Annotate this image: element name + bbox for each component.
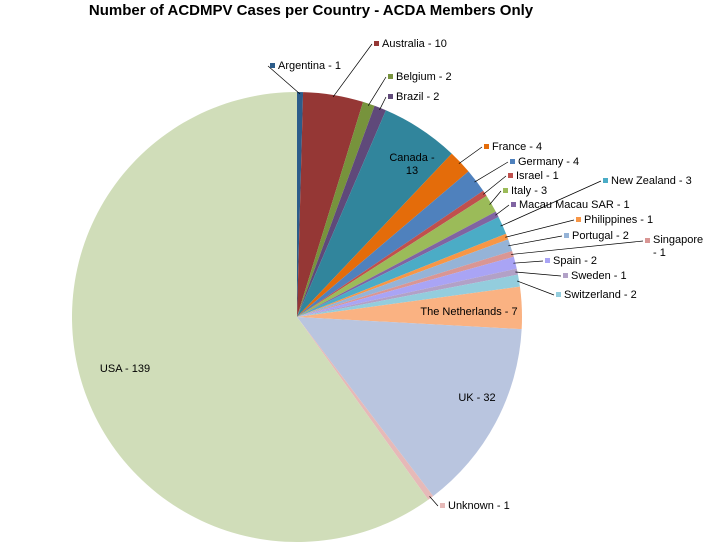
leader-line <box>515 271 562 277</box>
pie-slice <box>297 171 484 317</box>
leader-line <box>267 65 301 95</box>
slice-label-box: Canada - 13 <box>389 152 435 177</box>
pie-slice <box>297 195 496 317</box>
legend-marker <box>510 159 515 164</box>
legend-marker <box>563 273 568 278</box>
slice-label: Germany - 4 <box>518 156 579 168</box>
legend-marker <box>545 258 550 263</box>
pie-slice <box>297 256 517 317</box>
leader-line <box>495 204 510 216</box>
slice-label: Canada - 13 <box>389 152 435 177</box>
slice-label: Unknown - 1 <box>448 500 510 512</box>
leader-line <box>508 235 563 247</box>
slice-label: Spain - 2 <box>553 255 597 267</box>
slice-label: Brazil - 2 <box>396 91 439 103</box>
pie-slice <box>71 92 429 542</box>
pie-slice <box>297 239 513 317</box>
pie-slice <box>297 250 514 317</box>
pie-slice <box>297 274 520 317</box>
legend-marker <box>484 144 489 149</box>
leader-line <box>516 280 555 296</box>
legend-marker <box>270 63 275 68</box>
leader-line <box>458 146 483 164</box>
slice-label: Italy - 3 <box>511 185 547 197</box>
pie-slice <box>297 92 364 317</box>
pie-slice <box>297 268 518 317</box>
slice-label: Macau Macau SAR - 1 <box>519 199 630 211</box>
legend-marker <box>508 173 513 178</box>
slice-label: Singapore - 1 <box>653 234 704 259</box>
leader-line <box>483 175 507 195</box>
leader-line <box>429 496 439 507</box>
legend-marker <box>374 41 379 46</box>
legend-marker <box>645 238 650 243</box>
pie-slice <box>297 317 522 497</box>
leader-line <box>332 43 373 98</box>
pie-slice <box>297 317 434 500</box>
pie-slice <box>297 286 523 330</box>
leader-line <box>500 180 602 227</box>
slice-label: France - 4 <box>492 141 542 153</box>
pie-slice <box>297 110 452 317</box>
pie-slice <box>297 211 499 317</box>
pie-slice <box>297 190 487 317</box>
pie-slice <box>297 105 386 317</box>
leader-line <box>505 219 575 238</box>
legend-marker <box>440 503 445 508</box>
leader-line <box>367 76 387 106</box>
slice-label: Switzerland - 2 <box>564 289 637 301</box>
slice-label-box: Singapore - 1 <box>653 234 704 259</box>
slice-label: UK - 32 <box>458 392 495 404</box>
legend-marker <box>503 188 508 193</box>
slice-label: Australia - 10 <box>382 38 447 50</box>
chart-title: Number of ACDMPV Cases per Country - ACD… <box>89 2 534 19</box>
pie-slice <box>297 92 304 317</box>
slice-label: Argentina - 1 <box>278 60 341 72</box>
slice-label: Portugal - 2 <box>572 230 629 242</box>
slice-label: The Netherlands - 7 <box>420 306 517 318</box>
slice-label: Sweden - 1 <box>571 270 627 282</box>
pie-slice <box>297 153 469 317</box>
legend-marker <box>388 74 393 79</box>
leader-line <box>489 190 502 205</box>
slice-label: Israel - 1 <box>516 170 559 182</box>
legend-marker <box>388 94 393 99</box>
slice-label: New Zealand - 3 <box>611 175 692 187</box>
slice-label: Belgium - 2 <box>396 71 452 83</box>
legend-marker <box>511 202 516 207</box>
pie-slice <box>297 101 375 317</box>
slice-label: Philippines - 1 <box>584 214 653 226</box>
legend-marker <box>576 217 581 222</box>
leader-line <box>513 260 544 264</box>
pie-slice <box>297 233 509 317</box>
leader-line <box>474 161 509 183</box>
leader-line <box>379 96 387 110</box>
legend-marker <box>564 233 569 238</box>
legend-marker <box>603 178 608 183</box>
slice-label: USA - 139 <box>100 363 150 375</box>
leader-line <box>511 240 644 255</box>
pie-slice <box>297 217 507 317</box>
legend-marker <box>556 292 561 297</box>
